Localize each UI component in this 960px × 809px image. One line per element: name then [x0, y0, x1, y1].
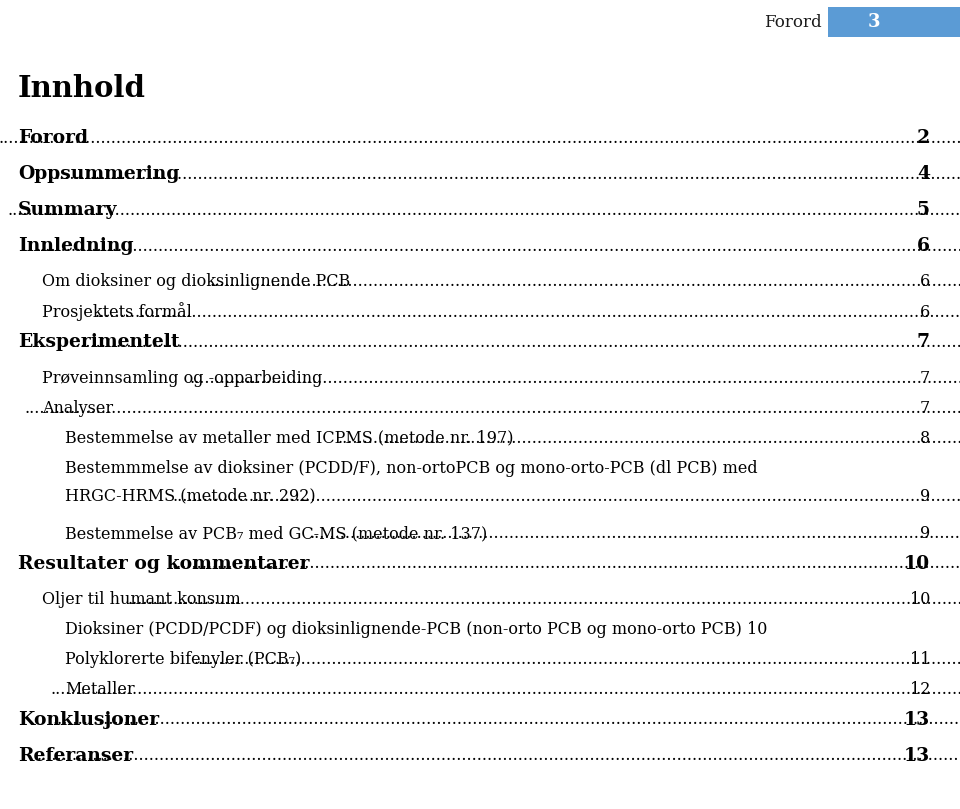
- Text: ................................................................................: ........................................…: [70, 333, 960, 350]
- Text: Referanser: Referanser: [18, 747, 133, 765]
- Text: 11: 11: [909, 651, 930, 668]
- Text: 6: 6: [917, 237, 930, 255]
- Text: ................................................................................: ........................................…: [172, 488, 960, 505]
- Text: 10: 10: [904, 555, 930, 573]
- Text: Om dioksiner og dioksinlignende PCB: Om dioksiner og dioksinlignende PCB: [42, 273, 350, 290]
- Text: Eksperimentelt: Eksperimentelt: [18, 333, 180, 351]
- Text: Summary: Summary: [18, 201, 117, 219]
- Text: Forord: Forord: [764, 14, 822, 31]
- Text: Resultater og kommentarer: Resultater og kommentarer: [18, 555, 309, 573]
- Text: Metaller: Metaller: [65, 681, 134, 698]
- Text: ................................................................................: ........................................…: [53, 711, 960, 728]
- Text: ................................................................................: ........................................…: [8, 201, 960, 218]
- Text: ................................................................................: ........................................…: [94, 303, 960, 320]
- Text: Analyser: Analyser: [42, 400, 113, 417]
- Text: ................................................................................: ........................................…: [194, 651, 960, 668]
- Text: ................................................................................: ........................................…: [36, 748, 960, 765]
- Text: Polyklorerte bifenyler (PCB₇): Polyklorerte bifenyler (PCB₇): [65, 651, 301, 668]
- Text: Innhold: Innhold: [18, 74, 146, 103]
- Text: ................................................................................: ........................................…: [128, 591, 960, 608]
- Text: 5: 5: [917, 201, 930, 219]
- Text: ................................................................................: ........................................…: [310, 526, 960, 543]
- Bar: [828, 7, 960, 37]
- Text: HRGC-HRMS (metode nr. 292): HRGC-HRMS (metode nr. 292): [65, 488, 316, 505]
- Text: Oppsummering: Oppsummering: [18, 165, 180, 183]
- Text: 7: 7: [920, 400, 930, 417]
- Text: 10: 10: [910, 591, 930, 608]
- Text: ................................................................................: ........................................…: [0, 129, 960, 146]
- Text: Dioksiner (PCDD/PCDF) og dioksinlignende-PCB (non-orto PCB og mono-orto PCB) 10: Dioksiner (PCDD/PCDF) og dioksinlignende…: [65, 621, 767, 638]
- Text: Forord: Forord: [18, 129, 88, 147]
- Text: ................................................................................: ........................................…: [190, 370, 960, 387]
- Text: 7: 7: [920, 370, 930, 387]
- Text: Oljer til humant konsum: Oljer til humant konsum: [42, 591, 241, 608]
- Text: 13: 13: [903, 711, 930, 729]
- Text: 7: 7: [917, 333, 930, 351]
- Text: ................................................................................: ........................................…: [209, 273, 960, 290]
- Text: 12: 12: [910, 681, 930, 698]
- Text: ................................................................................: ........................................…: [171, 556, 960, 573]
- Text: 6: 6: [920, 303, 930, 320]
- Text: Konklusjoner: Konklusjoner: [18, 711, 159, 729]
- Text: 2: 2: [917, 129, 930, 147]
- Text: Prøveinnsamling og -opparbeiding: Prøveinnsamling og -opparbeiding: [42, 370, 323, 387]
- Text: ................................................................................: ........................................…: [54, 166, 960, 183]
- Text: ................................................................................: ........................................…: [24, 400, 960, 417]
- Text: 9: 9: [920, 526, 930, 543]
- Text: Bestemmelse av PCB₇ med GC-MS (metode nr. 137): Bestemmelse av PCB₇ med GC-MS (metode nr…: [65, 526, 488, 543]
- Text: ................................................................................: ........................................…: [51, 681, 960, 698]
- Text: Bestemmmelse av dioksiner (PCDD/F), non-ortoPCB og mono-orto-PCB (dl PCB) med: Bestemmmelse av dioksiner (PCDD/F), non-…: [65, 460, 757, 477]
- Text: 8: 8: [920, 430, 930, 447]
- Text: Bestemmelse av metaller med ICPMS (metode nr. 197): Bestemmelse av metaller med ICPMS (metod…: [65, 430, 514, 447]
- Text: ................................................................................: ........................................…: [338, 430, 960, 447]
- Text: ................................................................................: ........................................…: [36, 238, 960, 255]
- Text: Prosjektets formål: Prosjektets formål: [42, 303, 192, 321]
- Text: 6: 6: [920, 273, 930, 290]
- Text: 13: 13: [903, 747, 930, 765]
- Text: 4: 4: [917, 165, 930, 183]
- Text: 9: 9: [920, 488, 930, 505]
- Text: 3: 3: [868, 13, 880, 31]
- Text: Innledning: Innledning: [18, 237, 133, 255]
